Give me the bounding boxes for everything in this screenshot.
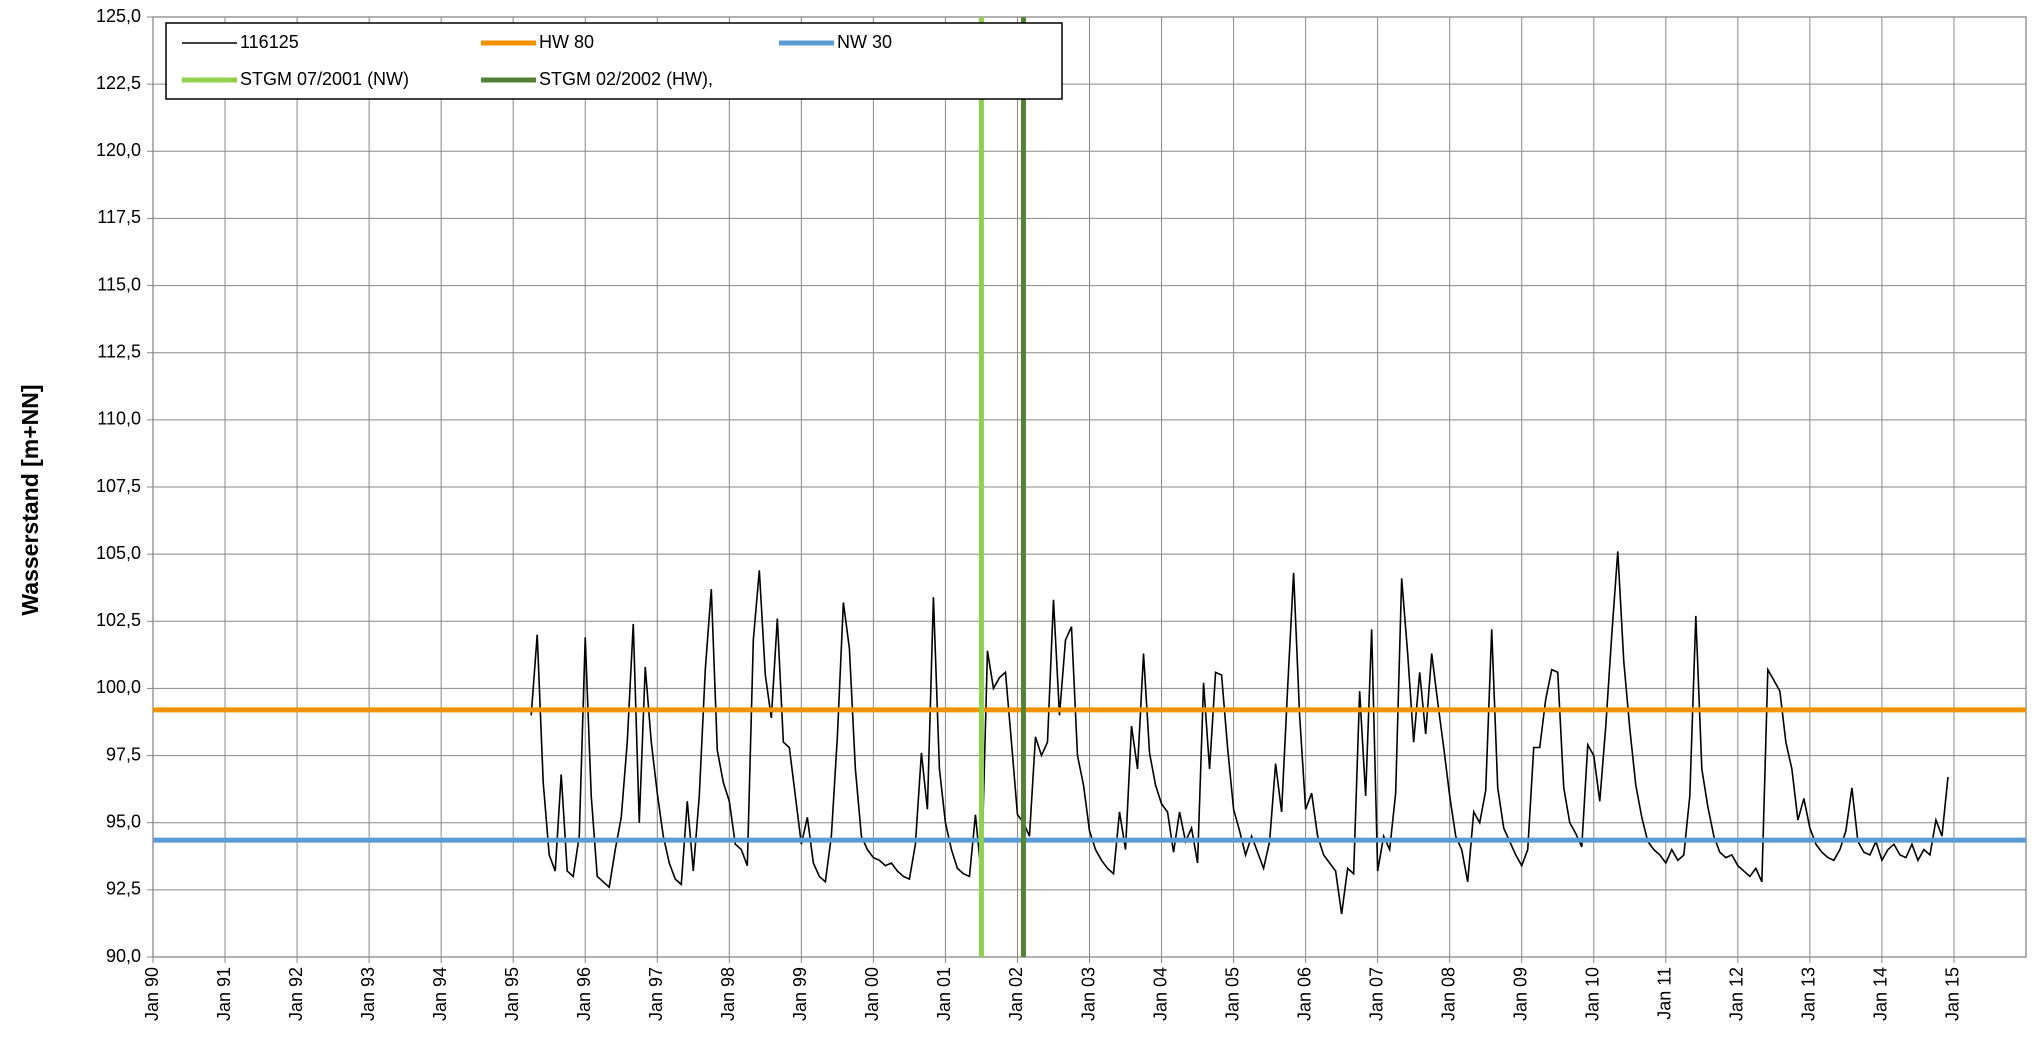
x-tick-label: Jan 99 bbox=[790, 967, 810, 1021]
y-tick-label: 90,0 bbox=[106, 946, 141, 966]
legend-label: 116125 bbox=[240, 32, 299, 52]
x-tick-label: Jan 14 bbox=[1871, 967, 1891, 1021]
legend-label: NW 30 bbox=[837, 32, 892, 52]
plot-frame bbox=[152, 16, 2027, 958]
x-tick-label: Jan 95 bbox=[502, 967, 522, 1021]
y-tick-label: 97,5 bbox=[106, 744, 141, 764]
x-tick-label: Jan 04 bbox=[1150, 967, 1170, 1021]
x-tick-label: Jan 91 bbox=[214, 967, 234, 1021]
y-tick-label: 112,5 bbox=[97, 341, 141, 361]
y-tick-label: 92,5 bbox=[106, 879, 141, 899]
y-tick-label: 117,5 bbox=[97, 207, 141, 227]
y-tick-label: 115,0 bbox=[97, 274, 141, 294]
y-tick-label: 105,0 bbox=[96, 543, 141, 563]
x-tick-label: Jan 01 bbox=[934, 967, 954, 1021]
x-tick-label: Jan 13 bbox=[1799, 967, 1819, 1021]
x-tick-label: Jan 10 bbox=[1583, 967, 1603, 1021]
legend-label: STGM 02/2002 (HW), bbox=[539, 69, 713, 89]
x-tick-label: Jan 00 bbox=[862, 967, 882, 1021]
y-tick-label: 120,0 bbox=[96, 140, 141, 160]
x-tick-label: Jan 90 bbox=[142, 967, 162, 1021]
data-line bbox=[530, 551, 1949, 915]
x-tick-label: Jan 11 bbox=[1655, 967, 1675, 1020]
y-tick-label: 100,0 bbox=[96, 677, 141, 697]
x-tick-label: Jan 03 bbox=[1078, 967, 1098, 1021]
x-tick-label: Jan 93 bbox=[358, 967, 378, 1021]
x-tick-label: Jan 07 bbox=[1366, 967, 1386, 1021]
legend-label: STGM 07/2001 (NW) bbox=[240, 69, 409, 89]
x-tick-label: Jan 97 bbox=[646, 967, 666, 1021]
y-tick-label: 95,0 bbox=[106, 811, 141, 831]
x-tick-label: Jan 06 bbox=[1294, 967, 1314, 1021]
x-tick-label: Jan 96 bbox=[574, 967, 594, 1021]
legend-box bbox=[165, 22, 1063, 100]
x-tick-label: Jan 94 bbox=[430, 967, 450, 1021]
x-tick-label: Jan 02 bbox=[1006, 967, 1026, 1021]
x-tick-label: Jan 09 bbox=[1510, 967, 1530, 1021]
x-tick-label: Jan 98 bbox=[718, 967, 738, 1021]
y-axis-title: Wasserstand [m+NN] bbox=[17, 384, 43, 615]
y-tick-label: 125,0 bbox=[96, 6, 141, 26]
y-tick-label: 107,5 bbox=[96, 476, 141, 496]
legend-label: HW 80 bbox=[539, 32, 594, 52]
x-tick-label: Jan 12 bbox=[1727, 967, 1747, 1021]
y-tick-label: 122,5 bbox=[96, 73, 141, 93]
y-tick-label: 110,0 bbox=[97, 409, 141, 429]
x-tick-label: Jan 15 bbox=[1943, 967, 1963, 1021]
x-tick-label: Jan 08 bbox=[1438, 967, 1458, 1021]
x-tick-label: Jan 92 bbox=[286, 967, 306, 1021]
x-tick-label: Jan 05 bbox=[1222, 967, 1242, 1021]
y-tick-label: 102,5 bbox=[96, 610, 141, 630]
